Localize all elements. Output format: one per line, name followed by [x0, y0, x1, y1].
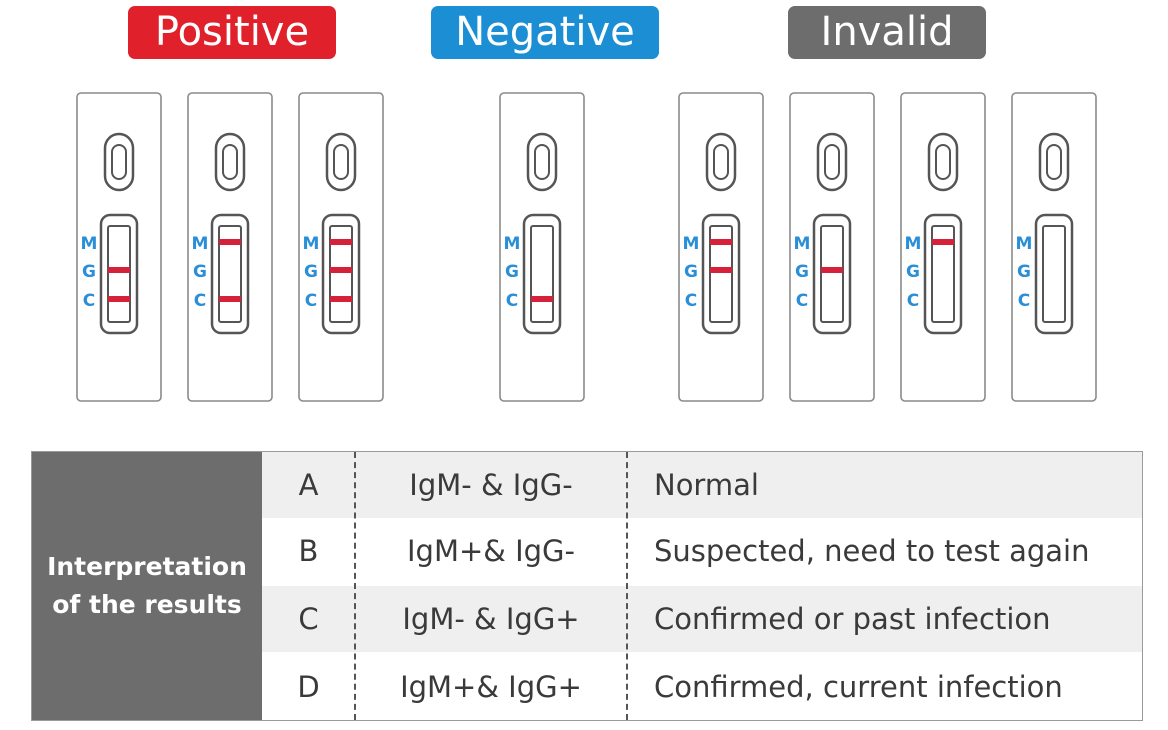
- result-line-m: [710, 239, 732, 245]
- row-result: Normal: [654, 468, 759, 502]
- row-antibodies: IgM+& IgG-: [406, 534, 575, 568]
- sample-well-inner: [534, 144, 550, 180]
- strip-label-m: M: [794, 234, 811, 254]
- row-letter: D: [297, 670, 320, 704]
- strip-label-c: C: [796, 291, 808, 311]
- sample-well-inner: [713, 144, 729, 180]
- strip-label-c: C: [685, 291, 697, 311]
- header-line-2: of the results: [52, 590, 242, 619]
- column-divider: [626, 452, 628, 720]
- result-line-c: [219, 296, 241, 302]
- strip-label-g: G: [1017, 262, 1031, 282]
- row-letter: C: [298, 602, 319, 636]
- row-result: Confirmed, current infection: [654, 670, 1063, 704]
- result-window-inner: [820, 225, 844, 323]
- sample-well-inner: [824, 144, 840, 180]
- row-antibodies: IgM- & IgG+: [402, 602, 580, 636]
- column-divider: [354, 452, 356, 720]
- strip-label-m: M: [303, 234, 320, 254]
- row-antibodies: IgM+& IgG+: [400, 670, 582, 704]
- result-line-g: [710, 267, 732, 273]
- sample-well-inner: [111, 144, 127, 180]
- result-window-inner: [931, 225, 955, 323]
- strip-label-m: M: [504, 234, 521, 254]
- strip-label-m: M: [1016, 234, 1033, 254]
- result-window-inner: [530, 225, 554, 323]
- row-letter: B: [298, 534, 319, 568]
- interpretation-table: Interpretation of the results A IgM- & I…: [31, 451, 1143, 721]
- result-line-m: [330, 239, 352, 245]
- row-result: Confirmed or past infection: [654, 602, 1051, 636]
- strip-label-c: C: [1018, 291, 1030, 311]
- result-line-g: [108, 267, 130, 273]
- row-letter: A: [298, 468, 319, 502]
- result-line-c: [330, 296, 352, 302]
- result-line-g: [330, 267, 352, 273]
- result-line-c: [531, 296, 553, 302]
- sample-well-inner: [935, 144, 951, 180]
- row-result: Suspected, need to test again: [654, 534, 1090, 568]
- strip-label-g: G: [795, 262, 809, 282]
- result-line-c: [108, 296, 130, 302]
- strip-label-c: C: [83, 291, 95, 311]
- strip-label-c: C: [305, 291, 317, 311]
- result-line-m: [932, 239, 954, 245]
- table-row-c: C IgM- & IgG+ Confirmed or past infectio…: [262, 586, 1142, 652]
- strip-label-g: G: [82, 262, 96, 282]
- sample-well-inner: [333, 144, 349, 180]
- sample-well-inner: [222, 144, 238, 180]
- table-header: Interpretation of the results: [32, 452, 262, 720]
- result-window-inner: [1042, 225, 1066, 323]
- strip-label-g: G: [193, 262, 207, 282]
- strip-label-m: M: [905, 234, 922, 254]
- strip-label-g: G: [505, 262, 519, 282]
- row-antibodies: IgM- & IgG-: [409, 468, 573, 502]
- result-line-m: [219, 239, 241, 245]
- sample-well-inner: [1046, 144, 1062, 180]
- strip-label-g: G: [684, 262, 698, 282]
- result-window-inner: [107, 225, 131, 323]
- table-row-a: A IgM- & IgG- Normal: [262, 452, 1142, 518]
- strip-label-c: C: [907, 291, 919, 311]
- negative-badge: Negative: [431, 6, 659, 59]
- positive-badge: Positive: [128, 6, 336, 59]
- strip-label-m: M: [683, 234, 700, 254]
- strip-label-g: G: [906, 262, 920, 282]
- header-line-1: Interpretation: [47, 552, 247, 581]
- strip-label-c: C: [506, 291, 518, 311]
- invalid-badge: Invalid: [788, 6, 986, 59]
- result-line-g: [821, 267, 843, 273]
- result-window-inner: [709, 225, 733, 323]
- strip-label-m: M: [192, 234, 209, 254]
- table-row-b: B IgM+& IgG- Suspected, need to test aga…: [262, 518, 1142, 584]
- table-row-d: D IgM+& IgG+ Confirmed, current infectio…: [262, 654, 1142, 720]
- strip-label-c: C: [194, 291, 206, 311]
- strip-label-g: G: [304, 262, 318, 282]
- strip-label-m: M: [81, 234, 98, 254]
